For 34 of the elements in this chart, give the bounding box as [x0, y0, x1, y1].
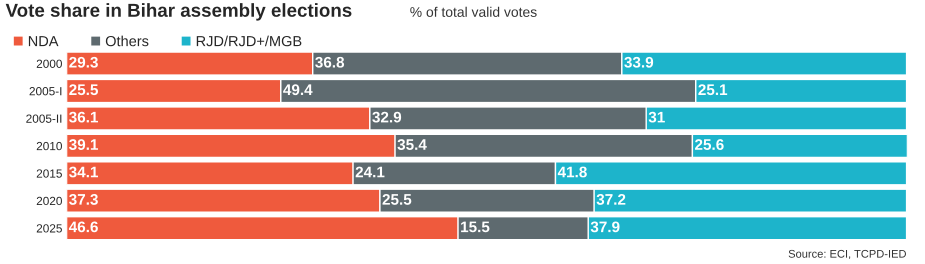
- data-label: 25.5: [69, 84, 98, 96]
- data-label: 36.1: [69, 112, 98, 123]
- data-label: 37.9: [590, 221, 620, 232]
- legend-label: NDA: [28, 36, 58, 46]
- data-label: 35.4: [397, 139, 427, 150]
- y-tick-label: 2010: [36, 142, 62, 150]
- data-label: 39.1: [69, 139, 98, 150]
- legend-label: Others: [106, 36, 148, 46]
- source-note: Source: ECI, TCPD-IED: [788, 250, 906, 260]
- data-label: 37.3: [69, 194, 98, 205]
- data-label: 46.6: [68, 221, 98, 232]
- data-label: 49.4: [283, 84, 313, 96]
- data-label: 41.8: [558, 166, 587, 178]
- y-tick-label: 2015: [36, 169, 62, 178]
- data-label: 32.9: [372, 112, 402, 123]
- data-label: 31: [648, 112, 665, 123]
- data-label: 15.5: [461, 222, 490, 232]
- chart-title: Vote share in Bihar assembly elections: [6, 3, 352, 21]
- data-label: 25.6: [695, 139, 724, 150]
- y-tick-label: 2020: [36, 196, 62, 206]
- data-label: 34.1: [69, 166, 98, 178]
- chart-subtitle: % of total valid votes: [410, 6, 537, 17]
- data-label: 29.3: [69, 56, 98, 68]
- legend-label: RJD/RJD+/MGB: [196, 36, 302, 46]
- y-tick-label: 2000: [36, 60, 62, 68]
- data-label: 25.1: [698, 84, 728, 96]
- data-label: 24.1: [356, 166, 384, 178]
- y-tick-label: 2025: [36, 224, 62, 233]
- data-label: 36.8: [315, 56, 344, 68]
- y-tick-label: 2005-II: [26, 114, 62, 123]
- data-label: 33.9: [624, 56, 654, 68]
- data-label: 25.5: [382, 194, 412, 205]
- y-tick-label: 2005-I: [30, 87, 62, 96]
- data-label: 37.2: [596, 194, 626, 205]
